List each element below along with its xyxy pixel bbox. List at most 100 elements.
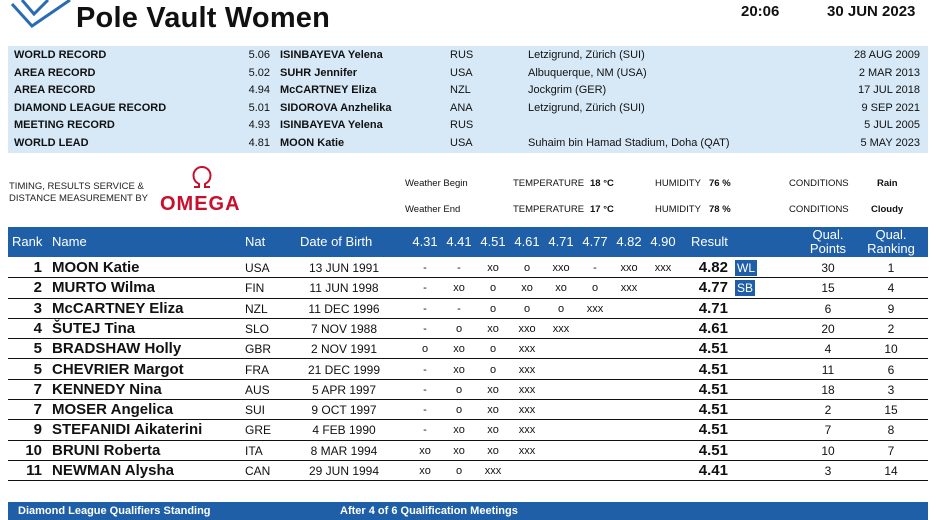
attempt-cell: xo bbox=[453, 343, 465, 356]
weather-end-label: Weather End bbox=[405, 204, 461, 215]
qual-points: 3 bbox=[824, 464, 832, 478]
athlete-dob: 13 JUN 1991 bbox=[308, 261, 380, 275]
attempt-cell: xo bbox=[453, 424, 465, 437]
result-badge: SB bbox=[735, 280, 756, 297]
attempt-cell: o bbox=[523, 302, 531, 315]
record-nat: NZL bbox=[450, 84, 471, 96]
record-date: 2 MAR 2013 bbox=[858, 66, 920, 79]
table-row: 10 BRUNI Roberta ITA 8 MAR 1994 xo xo xo xxx 4.5… bbox=[8, 441, 928, 461]
record-type: AREA RECORD bbox=[14, 84, 96, 96]
omega-brand: OMEGA bbox=[160, 193, 241, 215]
attempt-cell: o bbox=[421, 343, 429, 356]
table-row: 5 CHEVRIER Margot FRA 21 DEC 1999 - xo o xxx 4.5… bbox=[8, 360, 928, 380]
table-row: 5 BRADSHAW Holly GBR 2 NOV 1991 o xo o xxx 4.51 4… bbox=[8, 339, 928, 360]
record-nat: ANA bbox=[450, 101, 473, 114]
athlete-name: MOON Katie bbox=[52, 259, 140, 276]
qual-ranking: 7 bbox=[887, 443, 895, 458]
record-date: 9 SEP 2021 bbox=[861, 101, 920, 114]
header-height: 4.90 bbox=[650, 234, 676, 249]
table-row: 9 STEFANIDI Aikaterini GRE 4 FEB 1990 - xo xo x… bbox=[8, 420, 928, 441]
record-mark: 4.81 bbox=[248, 136, 270, 149]
header-qual-ranking: Qual. Ranking bbox=[867, 227, 915, 256]
athlete-name: CHEVRIER Margot bbox=[52, 360, 184, 378]
athlete-nat: SLO bbox=[245, 321, 270, 336]
athlete-result: 4.71 bbox=[698, 299, 728, 317]
athlete-dob: 7 NOV 1988 bbox=[310, 321, 378, 336]
athlete-nat: NZL bbox=[245, 301, 268, 316]
record-type: WORLD RECORD bbox=[14, 49, 107, 61]
record-row: AREA RECORD 5.02 SUHR Jennifer USA Albuq… bbox=[8, 65, 928, 82]
attempt-cell: xo bbox=[453, 282, 465, 295]
record-mark: 5.06 bbox=[248, 49, 270, 61]
weather-end-temp: 17 °C bbox=[590, 204, 614, 215]
record-type: AREA RECORD bbox=[14, 66, 96, 79]
athlete-dob: 9 OCT 1997 bbox=[311, 403, 377, 418]
record-row: AREA RECORD 4.94 McCARTNEY Eliza NZL Joc… bbox=[8, 82, 928, 99]
record-date: 17 JUL 2018 bbox=[858, 84, 920, 96]
table-row: 1 MOON Katie USA 13 JUN 1991 - - xo o xxo - xxo xxx… bbox=[8, 258, 928, 279]
weather-conditions-label: CONDITIONS bbox=[789, 178, 849, 189]
qual-points: 6 bbox=[824, 301, 832, 316]
header-date: 30 JUN 2023 bbox=[827, 3, 916, 20]
athlete-name: MOSER Angelica bbox=[52, 401, 174, 419]
athlete-dob: 29 JUN 1994 bbox=[308, 464, 380, 478]
attempt-cell: o bbox=[591, 282, 599, 295]
weather-temp-label: TEMPERATURE bbox=[513, 178, 585, 189]
qual-ranking: 4 bbox=[887, 281, 895, 296]
table-row: 2 MURTO Wilma FIN 11 JUN 1998 - xo o xo xo o xxx 4.… bbox=[8, 278, 928, 299]
table-row: 3 McCARTNEY Eliza NZL 11 DEC 1996 - - o o o xxx 4.… bbox=[8, 299, 928, 319]
athlete-name: ŠUTEJ Tina bbox=[52, 319, 136, 337]
qual-points: 30 bbox=[821, 261, 835, 275]
attempt-cell: xxo bbox=[518, 322, 536, 335]
athlete-rank: 3 bbox=[33, 299, 42, 317]
record-holder: SIDOROVA Anzhelika bbox=[280, 101, 392, 114]
qual-points: 15 bbox=[821, 281, 835, 296]
athlete-name: NEWMAN Alysha bbox=[52, 462, 174, 479]
athlete-result: 4.51 bbox=[698, 401, 728, 419]
attempt-cell: - bbox=[423, 424, 427, 437]
attempt-cell: xo bbox=[453, 444, 465, 457]
athlete-dob: 4 FEB 1990 bbox=[312, 423, 376, 438]
attempt-cell: xxx bbox=[518, 424, 536, 437]
attempt-cell: xxx bbox=[518, 343, 536, 356]
record-row: MEETING RECORD 4.93 ISINBAYEVA Yelena RU… bbox=[8, 117, 928, 134]
qual-points: 11 bbox=[821, 362, 835, 377]
attempt-cell: - bbox=[457, 302, 461, 315]
attempt-cell: o bbox=[455, 322, 463, 335]
header-result: Result bbox=[691, 234, 728, 249]
page-title: Pole Vault Women bbox=[76, 2, 331, 34]
athlete-nat: CAN bbox=[245, 464, 271, 478]
qual-ranking: 2 bbox=[887, 321, 895, 336]
record-holder: ISINBAYEVA Yelena bbox=[280, 49, 383, 61]
athlete-result: 4.51 bbox=[698, 441, 728, 459]
header-height: 4.51 bbox=[480, 234, 506, 249]
athlete-name: McCARTNEY Eliza bbox=[52, 299, 184, 317]
attempt-cell: xo bbox=[487, 404, 499, 417]
athlete-rank: 7 bbox=[33, 401, 42, 419]
athlete-name: STEFANIDI Aikaterini bbox=[52, 421, 203, 439]
standings-subtitle: After 4 of 6 Qualification Meetings bbox=[340, 505, 518, 517]
athlete-result: 4.51 bbox=[698, 380, 728, 398]
header-rank: Rank bbox=[12, 234, 43, 249]
qual-points: 10 bbox=[821, 443, 835, 458]
attempt-cell: xxo bbox=[620, 262, 638, 274]
attempt-cell: xo bbox=[487, 262, 499, 274]
attempt-cell: xxo bbox=[552, 262, 570, 274]
qual-ranking: 8 bbox=[887, 423, 895, 438]
athlete-result: 4.77 bbox=[698, 279, 728, 297]
attempt-cell: xo bbox=[453, 363, 465, 376]
attempt-cell: xo bbox=[487, 424, 499, 437]
diamond-league-logo bbox=[10, 0, 71, 28]
athlete-dob: 11 JUN 1998 bbox=[309, 281, 379, 296]
attempt-cell: xo bbox=[521, 282, 533, 295]
qual-ranking: 9 bbox=[887, 301, 895, 316]
qual-ranking: 1 bbox=[887, 261, 895, 275]
table-row: 4 ŠUTEJ Tina SLO 7 NOV 1988 - o xo xxo xxx 4.61 20… bbox=[8, 319, 928, 340]
athlete-name: MURTO Wilma bbox=[52, 279, 155, 297]
record-holder: McCARTNEY Eliza bbox=[280, 84, 377, 96]
attempt-cell: - bbox=[423, 282, 427, 295]
table-row: 7 MOSER Angelica SUI 9 OCT 1997 - o xo xxx 4.51 2… bbox=[8, 400, 928, 421]
timing-credit: TIMING, RESULTS SERVICE & DISTANCE MEASU… bbox=[9, 181, 148, 205]
record-venue: Letzigrund, Zürich (SUI) bbox=[528, 49, 645, 61]
athlete-rank: 7 bbox=[33, 380, 42, 398]
